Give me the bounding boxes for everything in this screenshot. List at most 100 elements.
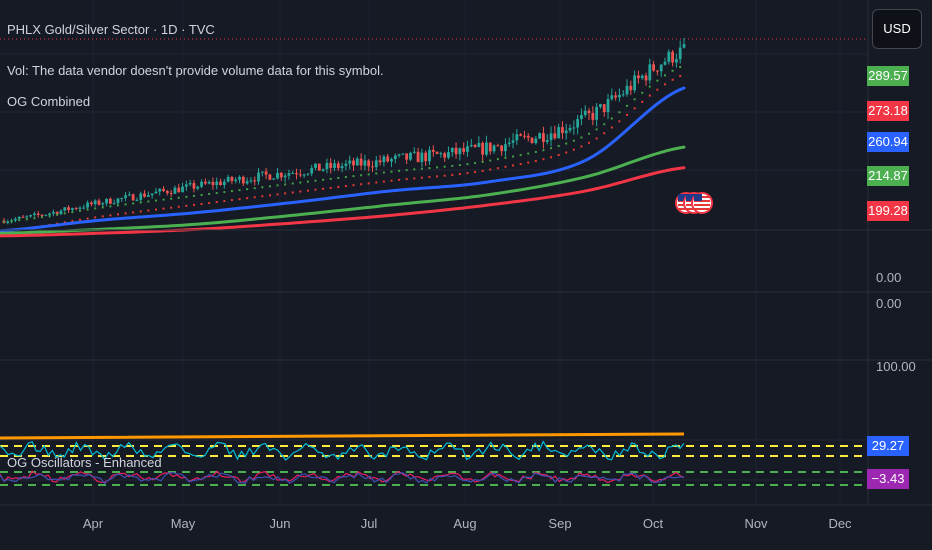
trail-dot-upper bbox=[329, 177, 332, 180]
trail-dot-upper bbox=[413, 168, 416, 171]
candle bbox=[108, 197, 112, 205]
candle bbox=[485, 135, 488, 157]
month-label-jul: Jul bbox=[360, 516, 378, 531]
trail-dot-upper bbox=[40, 216, 43, 219]
trail-dot-lower bbox=[246, 197, 249, 200]
trail-dot-upper bbox=[78, 209, 81, 212]
trail-dot-lower bbox=[276, 193, 279, 196]
candle bbox=[439, 151, 443, 158]
candle bbox=[177, 183, 181, 193]
price-tag-trail: 273.18 bbox=[867, 101, 909, 121]
candle bbox=[184, 180, 188, 191]
candle bbox=[93, 199, 97, 207]
trail-dot-upper bbox=[481, 160, 484, 163]
trail-dot-lower bbox=[451, 173, 454, 176]
trail-dot-upper bbox=[580, 136, 583, 139]
candle bbox=[165, 190, 169, 196]
trail-dot-lower bbox=[63, 221, 66, 224]
candle bbox=[257, 167, 260, 185]
trail-dot-lower bbox=[329, 186, 332, 189]
candle bbox=[302, 173, 306, 178]
trail-dot-upper bbox=[261, 186, 264, 189]
trail-dot-lower bbox=[223, 200, 226, 203]
candle bbox=[181, 182, 184, 193]
trail-dot-upper bbox=[451, 164, 454, 167]
candle bbox=[336, 161, 340, 171]
trail-dot-lower bbox=[124, 212, 127, 215]
trail-dot-lower bbox=[420, 176, 423, 179]
candle bbox=[644, 72, 648, 86]
candle bbox=[599, 103, 602, 109]
candle bbox=[253, 176, 257, 186]
trail-dot-lower bbox=[360, 183, 363, 186]
trail-dot-lower bbox=[261, 195, 264, 198]
trail-dot-upper bbox=[291, 182, 294, 185]
currency-button[interactable]: USD bbox=[872, 9, 922, 49]
dividend-flag-icons[interactable] bbox=[675, 192, 713, 214]
candle bbox=[333, 159, 336, 172]
candle bbox=[523, 130, 526, 140]
trail-dot-upper bbox=[177, 196, 180, 199]
trail-dot-lower bbox=[527, 161, 530, 164]
trail-dot-lower bbox=[489, 168, 492, 171]
candle bbox=[283, 173, 287, 183]
trail-dot-upper bbox=[284, 183, 287, 186]
trail-dot-upper bbox=[489, 159, 492, 162]
trail-dot-lower bbox=[595, 137, 598, 140]
month-label-oct: Oct bbox=[642, 516, 664, 531]
candle bbox=[321, 168, 325, 172]
trail-dot-upper bbox=[322, 178, 325, 181]
trail-dot-upper bbox=[603, 123, 606, 126]
candle bbox=[192, 179, 196, 193]
candle bbox=[629, 80, 633, 95]
trail-dot-lower bbox=[314, 188, 317, 191]
trail-dot-upper bbox=[428, 167, 431, 170]
trail-dot-lower bbox=[162, 207, 165, 210]
trail-dot-upper bbox=[572, 139, 575, 142]
candle bbox=[450, 147, 454, 157]
candle bbox=[515, 129, 519, 145]
candle bbox=[606, 93, 610, 120]
volume-axis-top: 0.00 bbox=[876, 270, 902, 285]
candle bbox=[59, 209, 63, 215]
candle bbox=[568, 124, 572, 133]
trail-dot-upper bbox=[466, 163, 469, 166]
trail-dot-upper bbox=[25, 218, 28, 221]
month-label-nov: Nov bbox=[744, 516, 768, 531]
trail-dot-upper bbox=[147, 200, 150, 203]
candle bbox=[435, 151, 439, 155]
candle bbox=[561, 121, 564, 140]
candle bbox=[287, 169, 291, 180]
candle bbox=[526, 133, 530, 142]
trail-dot-lower bbox=[580, 145, 583, 148]
candle bbox=[298, 169, 302, 178]
candle bbox=[420, 148, 424, 168]
candle bbox=[511, 133, 515, 149]
candle bbox=[44, 214, 48, 217]
trail-dot-lower bbox=[542, 158, 545, 161]
candle bbox=[21, 214, 25, 218]
trail-dot-upper bbox=[230, 190, 233, 193]
volume-note: Vol: The data vendor doesn't provide vol… bbox=[7, 63, 384, 78]
trail-dot-upper bbox=[299, 181, 302, 184]
candle bbox=[553, 125, 557, 140]
candle bbox=[51, 209, 55, 217]
trail-dot-lower bbox=[679, 74, 682, 77]
candle bbox=[215, 177, 219, 190]
symbol-title[interactable]: PHLX Gold/Silver Sector · 1D · TVC bbox=[7, 22, 215, 37]
candle bbox=[671, 50, 675, 67]
us-flag-icon[interactable] bbox=[691, 192, 713, 214]
indicator-main-label[interactable]: OG Combined bbox=[7, 94, 91, 109]
candle bbox=[390, 157, 393, 168]
month-label-jun: Jun bbox=[269, 516, 291, 531]
candle bbox=[363, 154, 367, 171]
trail-dot-upper bbox=[474, 162, 477, 165]
trail-dot-lower bbox=[170, 206, 173, 209]
candle bbox=[317, 163, 321, 171]
trail-dot-upper bbox=[405, 169, 408, 172]
candle bbox=[602, 104, 606, 117]
trail-dot-upper bbox=[63, 212, 66, 215]
indicator-osc-label[interactable]: OG Oscillators - Enhanced bbox=[7, 455, 162, 470]
pane-dividers[interactable] bbox=[0, 0, 932, 506]
